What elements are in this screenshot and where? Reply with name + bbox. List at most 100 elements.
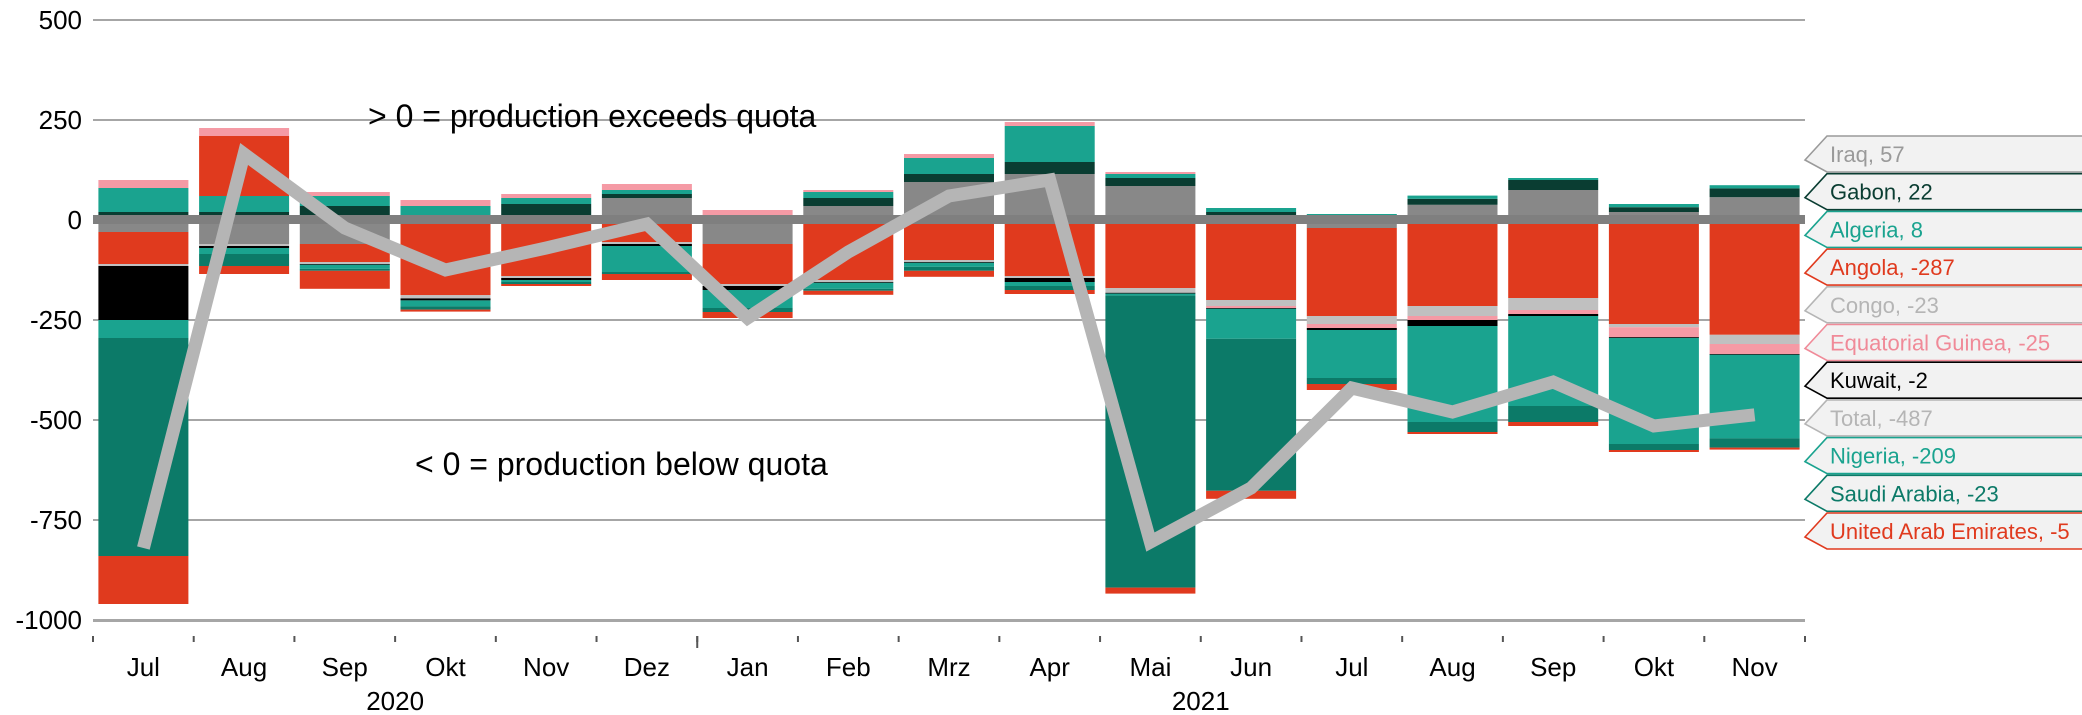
bar-segment <box>1709 344 1800 354</box>
bar-segment <box>1608 327 1699 338</box>
bar-segment <box>501 276 592 278</box>
y-tick-label: 500 <box>39 5 82 35</box>
bar-segment <box>1004 278 1095 282</box>
bar-segment <box>1206 308 1297 339</box>
zero-line <box>93 215 1805 224</box>
legend: Iraq, 57 Gabon, 22 Algeria, 8 Angola, -287 C… <box>1803 135 2082 550</box>
bar-segment <box>1306 324 1397 328</box>
bar-segment <box>904 154 994 158</box>
legend-label: Gabon, 22 <box>1830 180 1933 205</box>
bar-segment <box>1004 162 1095 174</box>
bar-segment <box>601 194 692 198</box>
y-tick-label: 250 <box>39 105 82 135</box>
x-tick-label: Sep <box>322 652 368 682</box>
legend-label: Equatorial Guinea, -25 <box>1830 331 2050 356</box>
bar-segment <box>1206 300 1297 306</box>
bar-segment <box>1709 438 1800 448</box>
legend-tag <box>1803 286 2082 324</box>
bar-segment <box>299 264 390 265</box>
bar-segment <box>803 198 894 206</box>
bar-segment <box>904 260 994 262</box>
bar-segment <box>1508 406 1599 422</box>
bar-segment <box>1105 186 1196 220</box>
x-tick-label: Aug <box>1429 652 1475 682</box>
legend-tag <box>1803 361 2082 399</box>
bar-segment <box>98 180 189 188</box>
bar-segment <box>1709 447 1800 450</box>
bar-segment <box>1105 587 1196 594</box>
legend-label: Algeria, 8 <box>1830 217 1923 242</box>
bar-segment <box>1709 334 1800 344</box>
bar-segment <box>400 295 491 299</box>
x-tick-label: Dez <box>624 652 670 682</box>
bar-segment <box>98 320 189 338</box>
bar-segment <box>1508 314 1599 316</box>
bar-segment <box>1709 354 1800 355</box>
year-label: 2021 <box>1172 686 1230 715</box>
bar-segment <box>1508 422 1599 426</box>
bar-segment <box>1206 220 1297 300</box>
bar-segment <box>1306 330 1397 378</box>
total-line <box>137 143 1756 552</box>
bar-segment <box>400 200 491 206</box>
legend-label: Nigeria, -209 <box>1830 444 1956 469</box>
bar-segment <box>803 192 894 198</box>
y-tick-label: -750 <box>30 505 82 535</box>
bar-segment <box>501 284 592 286</box>
bar-segment <box>702 244 793 284</box>
bar-segment <box>1407 198 1498 205</box>
bar-segment <box>299 192 390 196</box>
bar-segment <box>1407 422 1498 432</box>
bar-segment <box>1206 338 1297 491</box>
bar-segment <box>601 272 692 274</box>
bar-segment <box>501 280 592 282</box>
bar-segment <box>1608 207 1699 212</box>
bar-segment <box>1709 185 1800 189</box>
bar-segment <box>1407 316 1498 320</box>
bar-segment <box>1306 378 1397 384</box>
y-tick-label: -500 <box>30 405 82 435</box>
legend-tag <box>1803 399 2082 437</box>
bar-segment <box>1608 444 1699 450</box>
bar-segment <box>702 284 793 286</box>
bar-segment <box>299 196 390 206</box>
x-tick-label: Sep <box>1530 652 1576 682</box>
bar-segment <box>904 270 994 277</box>
bar-segment <box>904 262 994 263</box>
bar-segment <box>98 232 189 264</box>
bar-segment <box>299 262 390 264</box>
bar-segment <box>1407 432 1498 434</box>
legend-label: Total, -487 <box>1830 406 1933 431</box>
bar-segment <box>1105 172 1196 174</box>
legend-tag <box>1803 436 2082 475</box>
bar-segment <box>904 266 994 271</box>
bar-segment <box>1508 298 1599 310</box>
bar-segment <box>803 288 894 291</box>
legend-tag <box>1803 323 2082 362</box>
bar-segment <box>199 128 290 136</box>
bar-segment <box>1508 178 1599 180</box>
x-tick-label: Jun <box>1230 652 1272 682</box>
bar-segment <box>702 210 793 216</box>
bar-segment <box>400 309 491 312</box>
bar-segment <box>1004 126 1095 162</box>
legend-tag <box>1803 210 2082 249</box>
bar-segment <box>702 286 793 290</box>
bar-segment <box>299 264 390 269</box>
bar-segment <box>501 198 592 204</box>
bar-segment <box>1608 204 1699 208</box>
legend-label: United Arab Emirates, -5 <box>1830 519 2070 544</box>
bar-segment <box>1004 290 1095 294</box>
bar-segment <box>1508 310 1599 314</box>
x-tick-label: Mrz <box>927 652 970 682</box>
x-tick-label: Nov <box>523 652 569 682</box>
y-tick-label: -1000 <box>16 605 83 635</box>
bar-segment <box>1709 188 1800 198</box>
bar-segment <box>1407 320 1498 326</box>
bar-segment <box>400 306 491 310</box>
x-tick-label: Jul <box>1335 652 1368 682</box>
bar-segment <box>1004 220 1095 276</box>
bar-segment <box>1105 220 1196 288</box>
bar-segment <box>501 278 592 280</box>
